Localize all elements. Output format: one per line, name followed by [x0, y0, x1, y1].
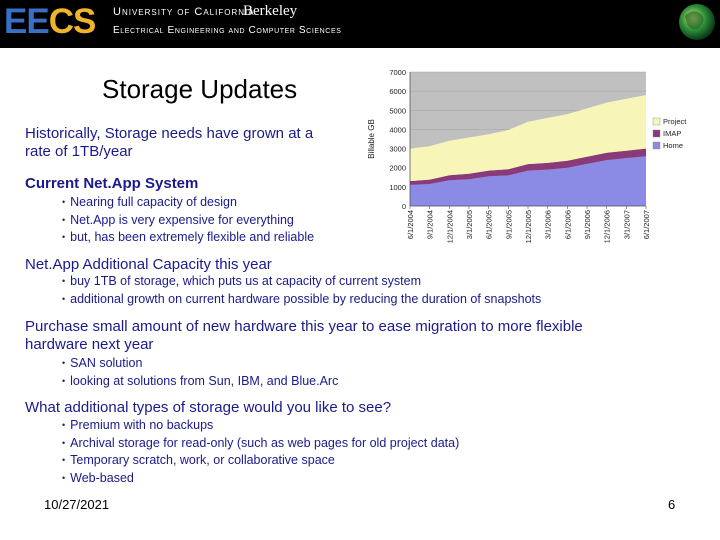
area-project	[410, 95, 646, 182]
list-item: Archival storage for read-only (such as …	[62, 435, 459, 453]
section-types-heading: What additional types of storage would y…	[25, 399, 392, 416]
eecs-logo: EECS	[4, 2, 97, 42]
legend-label: Home	[663, 141, 683, 150]
legend-swatch	[652, 129, 661, 138]
logo-ee: EE	[4, 2, 50, 41]
y-tick-label: 1000	[389, 183, 406, 192]
x-tick-label: 6/1/2007	[642, 210, 651, 239]
list-item: Premium with no backups	[62, 417, 459, 435]
x-tick-label: 3/1/2006	[544, 210, 553, 239]
y-axis-label: Billable GB	[367, 119, 376, 159]
x-tick-label: 9/1/2006	[583, 210, 592, 239]
y-tick-label: 0	[402, 202, 406, 211]
list-item: Web-based	[62, 470, 459, 488]
section-historical: Historically, Storage needs have grown a…	[25, 125, 314, 160]
list-item: Nearing full capacity of design	[62, 194, 314, 212]
legend-label: Project	[663, 117, 687, 126]
page-number: 6	[668, 497, 676, 512]
y-tick-label: 2000	[389, 164, 406, 173]
header-bar: EECS University of California Berkeley E…	[0, 0, 720, 48]
list-item: additional growth on current hardware po…	[62, 291, 541, 309]
x-tick-label: 6/1/2005	[485, 210, 494, 239]
area-imap	[410, 148, 646, 185]
university-name: University of California	[113, 6, 255, 18]
slide-date: 10/27/2021	[44, 497, 110, 512]
x-tick-label: 6/1/2004	[406, 210, 415, 239]
section-capacity-bullets: buy 1TB of storage, which puts us at cap…	[62, 273, 541, 308]
list-item: Temporary scratch, work, or collaborativ…	[62, 452, 459, 470]
logo-cs: CS	[48, 2, 97, 41]
x-tick-label: 9/1/2005	[504, 210, 513, 239]
department-name: Electrical Engineering and Computer Scie…	[113, 25, 342, 36]
x-tick-label: 12/1/2006	[603, 210, 612, 243]
section-purchase-bullets: SAN solution looking at solutions from S…	[62, 355, 338, 390]
y-tick-label: 4000	[389, 125, 406, 134]
section-types-bullets: Premium with no backups Archival storage…	[62, 417, 459, 487]
x-tick-label: 9/1/2004	[426, 210, 435, 239]
x-tick-label: 3/1/2007	[622, 210, 631, 239]
berkeley-name: Berkeley	[243, 3, 298, 19]
storage-chart: 0 1000 2000 3000 4000 5000 6000 7000 Billable GB…	[362, 62, 714, 262]
area-home	[410, 156, 646, 206]
list-item: SAN solution	[62, 355, 338, 373]
section-capacity-heading: Net.App Additional Capacity this year	[25, 256, 272, 273]
legend-swatch	[652, 117, 661, 126]
y-tick-label: 3000	[389, 145, 406, 154]
section-current-heading: Current Net.App System	[25, 175, 199, 192]
globe-icon	[679, 4, 715, 40]
section-purchase-heading: Purchase small amount of new hardware th…	[25, 318, 583, 353]
section-current-bullets: Nearing full capacity of design Net.App …	[62, 194, 314, 247]
x-tick-label: 3/1/2005	[465, 210, 474, 239]
x-tick-label: 12/1/2004	[445, 210, 454, 243]
legend-label: IMAP	[663, 129, 681, 138]
list-item: but, has been extremely flexible and rel…	[62, 229, 314, 247]
list-item: Net.App is very expensive for everything	[62, 212, 314, 230]
y-tick-label: 6000	[389, 87, 406, 96]
y-tick-label: 5000	[389, 106, 406, 115]
list-item: looking at solutions from Sun, IBM, and …	[62, 373, 338, 391]
legend-swatch	[652, 141, 661, 150]
x-tick-label: 6/1/2006	[563, 210, 572, 239]
slide-title: Storage Updates	[102, 74, 298, 104]
list-item: buy 1TB of storage, which puts us at cap…	[62, 273, 541, 291]
y-tick-label: 7000	[389, 68, 406, 77]
x-tick-label: 12/1/2005	[524, 210, 533, 243]
